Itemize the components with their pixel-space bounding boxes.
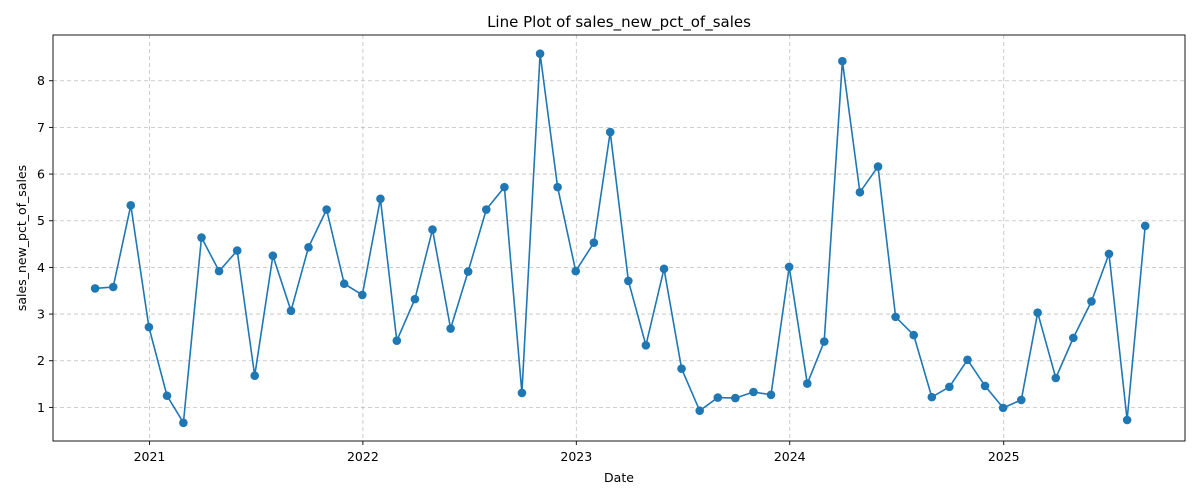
y-axis: 1 2 3 4 5 6 7 8 [37,73,53,415]
data-point [945,382,954,392]
data-point [695,406,704,415]
data-point [1051,373,1061,383]
data-point [927,392,937,402]
data-point [90,284,100,293]
data-point [179,418,188,428]
data-point [1087,297,1096,306]
series-line-group [95,53,1146,426]
data-point [1104,249,1114,259]
data-point [1122,415,1132,425]
data-point [162,391,172,401]
data-point [500,182,509,192]
data-point [659,264,669,274]
chart-title: Line Plot of sales_new_pct_of_sales [487,13,751,32]
data-point [553,182,562,192]
data-point [250,371,260,380]
y-tick-label: 5 [37,213,45,228]
data-point [358,290,367,300]
data-point [517,388,527,398]
series-line [95,53,1146,426]
data-point [286,306,296,316]
x-tick-label: 2023 [560,449,592,464]
y-tick-label: 4 [37,260,45,275]
data-point [1069,333,1078,343]
data-point [838,56,847,66]
data-point [144,322,154,332]
data-point [197,233,206,242]
data-point [1033,308,1042,317]
data-point [589,238,599,247]
data-point [873,162,883,171]
data-point [731,393,740,403]
x-tick-label: 2021 [134,449,166,464]
data-point [304,243,313,252]
data-point [322,205,331,214]
data-point [571,266,581,276]
data-point [1140,221,1150,231]
data-point [963,355,972,365]
data-point [980,381,990,391]
data-point [268,251,278,261]
x-axis: 2021 2022 2023 2024 2025 [134,441,1020,464]
data-point [891,312,900,322]
data-point [998,403,1008,413]
data-point [605,127,615,137]
data-point [214,266,224,276]
data-point [766,390,776,400]
plot-frame [52,34,1186,442]
data-point [855,187,865,197]
x-tick-label: 2022 [347,449,379,464]
data-point [126,201,136,210]
data-point [535,49,545,58]
data-point [392,336,402,345]
data-point [1016,395,1026,405]
data-point [446,324,455,333]
data-point [481,205,491,214]
y-tick-label: 6 [37,167,45,182]
grid [53,35,1185,441]
data-point [713,393,723,402]
series-points-group [90,49,1150,428]
data-point [784,262,794,272]
data-point [624,276,633,286]
y-tick-label: 1 [37,400,45,415]
data-point [677,364,686,373]
data-point [749,387,758,397]
x-axis-label: Date [604,470,634,485]
data-point [641,341,651,350]
data-point [339,279,349,289]
data-point [428,225,437,234]
data-point [410,294,420,304]
x-tick-label: 2024 [774,449,806,464]
y-tick-label: 7 [37,120,45,135]
x-tick-label: 2025 [988,449,1020,464]
y-tick-label: 2 [37,353,45,368]
data-point [802,379,812,388]
y-axis-label: sales_new_pct_of_sales [14,165,29,311]
data-point [463,267,473,276]
data-point [376,194,385,204]
data-point [108,282,118,292]
y-tick-label: 8 [37,73,45,88]
data-point [819,337,829,346]
data-point [232,246,242,255]
data-point [909,330,918,340]
y-tick-label: 3 [37,307,45,322]
